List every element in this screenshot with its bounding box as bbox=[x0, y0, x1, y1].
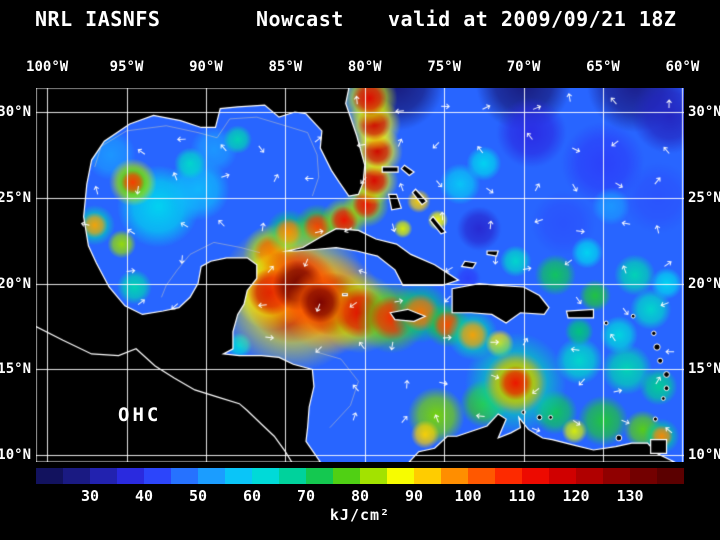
lat-tick-label: 10°N bbox=[0, 447, 31, 464]
lon-tick-label: 70°W bbox=[506, 59, 541, 75]
lat-tick-label: 25°N bbox=[0, 189, 31, 206]
colorbar-segment bbox=[198, 468, 225, 484]
lon-tick-label: 100°W bbox=[26, 59, 69, 75]
colorbar-units-label: kJ/cm² bbox=[329, 506, 391, 524]
variable-label: OHC bbox=[118, 404, 162, 426]
colorbar-segment bbox=[36, 468, 63, 484]
colorbar-segment bbox=[90, 468, 117, 484]
lon-tick-label: 95°W bbox=[109, 59, 144, 75]
colorbar-tick-label: 100 bbox=[454, 487, 482, 505]
colorbar-segment bbox=[63, 468, 90, 484]
colorbar-segment bbox=[441, 468, 468, 484]
colorbar-segment bbox=[333, 468, 360, 484]
colorbar-tick-label: 30 bbox=[80, 487, 100, 505]
latitude-axis-right: 30°N 25°N 20°N 15°N 10°N bbox=[688, 88, 720, 464]
colorbar-tick-label: 40 bbox=[134, 487, 154, 505]
colorbar-segment bbox=[387, 468, 414, 484]
colorbar-tick-label: 80 bbox=[350, 487, 370, 505]
colorbar-tick-label: 70 bbox=[296, 487, 316, 505]
model-name: NRL IASNFS bbox=[35, 7, 161, 31]
lat-tick-label: 30°N bbox=[0, 104, 31, 121]
colorbar-segment bbox=[495, 468, 522, 484]
colorbar-segment bbox=[576, 468, 603, 484]
lon-tick-label: 80°W bbox=[347, 59, 382, 75]
colorbar-segment bbox=[171, 468, 198, 484]
colorbar-segment bbox=[522, 468, 549, 484]
colorbar-segment bbox=[657, 468, 684, 484]
lon-tick-label: 65°W bbox=[586, 59, 620, 75]
colorbar-tick-label: 110 bbox=[508, 487, 536, 505]
product-name: Nowcast bbox=[256, 7, 344, 31]
longitude-axis: 100°W 95°W 90°W 85°W 80°W 75°W 70°W 65°W 60°W bbox=[26, 59, 699, 79]
colorbar-segment bbox=[630, 468, 657, 484]
colorbar-tick-label: 50 bbox=[188, 487, 208, 505]
colorbar-segment bbox=[225, 468, 252, 484]
valid-time: valid at 2009/09/21 18Z bbox=[388, 7, 677, 31]
lat-tick-label: 20°N bbox=[0, 275, 31, 292]
colorbar-tick-label: 130 bbox=[616, 487, 644, 505]
lon-tick-label: 60°W bbox=[665, 59, 700, 75]
colorbar-tick-label: 120 bbox=[562, 487, 590, 505]
colorbar-segment bbox=[252, 468, 279, 484]
colorbar-segment bbox=[360, 468, 387, 484]
colorbar-segment bbox=[468, 468, 495, 484]
colorbar-tick-label: 60 bbox=[242, 487, 262, 505]
lon-tick-label: 85°W bbox=[268, 59, 303, 75]
colorbar-segment bbox=[117, 468, 144, 484]
colorbar-tick-labels: 30 40 50 60 70 80 90 100 110 120 130 bbox=[36, 487, 684, 505]
latitude-axis-left: 30°N 25°N 20°N 15°N 10°N bbox=[0, 88, 33, 464]
colorbar-segment bbox=[603, 468, 630, 484]
ohc-heatmap bbox=[36, 88, 684, 462]
lat-tick-label: 30°N bbox=[688, 104, 720, 121]
lon-tick-label: 90°W bbox=[189, 59, 223, 75]
colorbar-segment bbox=[306, 468, 333, 484]
lat-tick-label: 15°N bbox=[688, 361, 720, 378]
lon-tick-label: 75°W bbox=[427, 59, 462, 75]
colorbar-segment bbox=[144, 468, 171, 484]
colorbar-tick-label: 90 bbox=[404, 487, 424, 505]
lat-tick-label: 10°N bbox=[688, 447, 720, 464]
lat-tick-label: 20°N bbox=[688, 275, 720, 292]
lat-tick-label: 15°N bbox=[0, 361, 31, 378]
colorbar-segment bbox=[279, 468, 306, 484]
lat-tick-label: 25°N bbox=[688, 189, 720, 206]
colorbar-segment bbox=[549, 468, 576, 484]
colorbar bbox=[36, 468, 684, 484]
colorbar-segment bbox=[414, 468, 441, 484]
